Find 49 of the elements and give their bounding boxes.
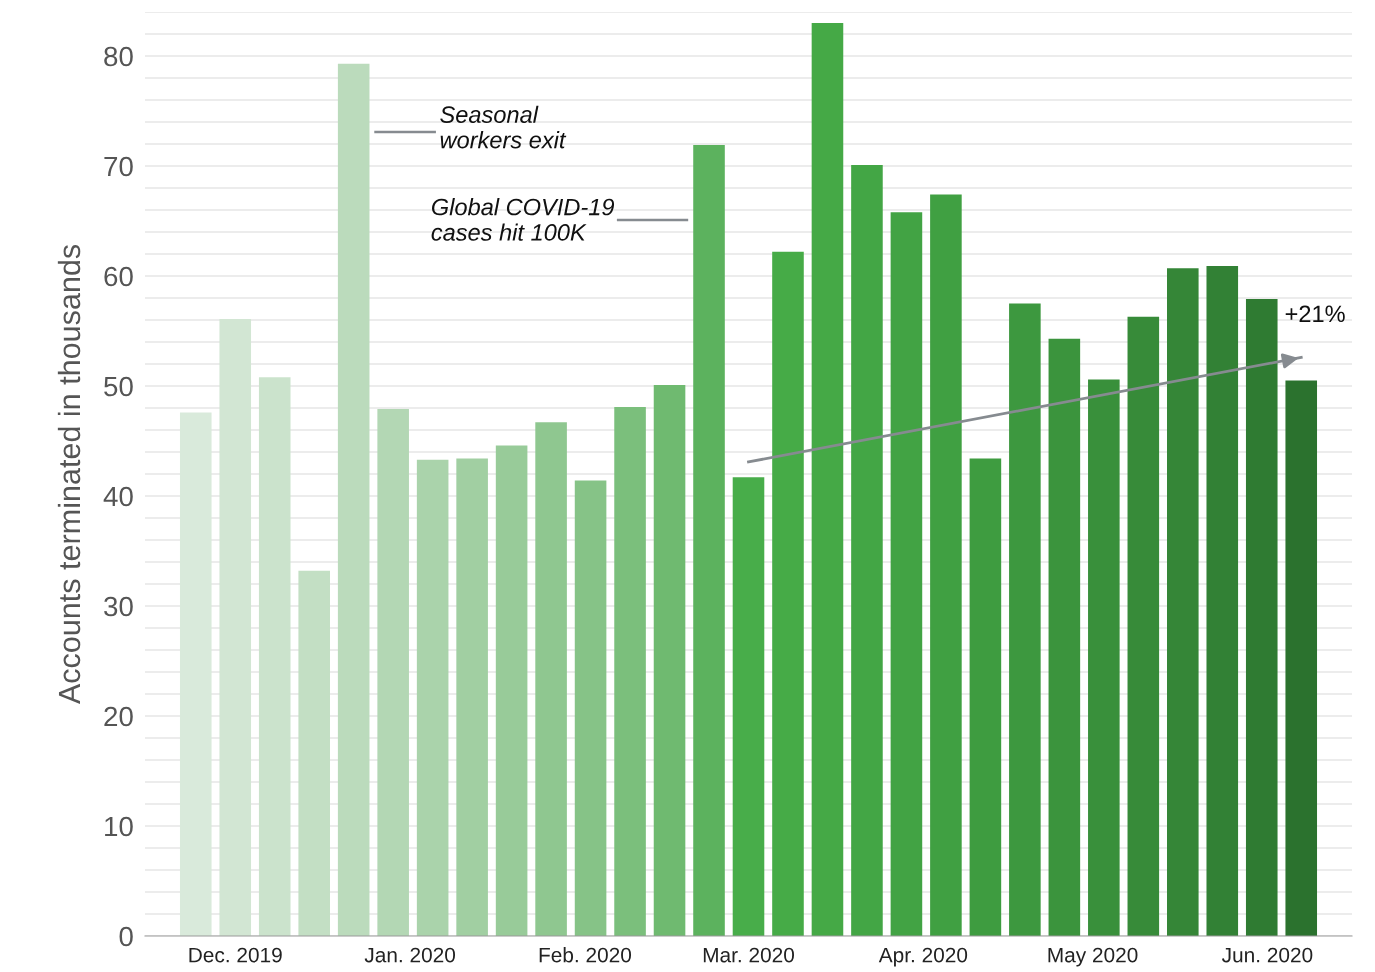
y-tick-label: 10 bbox=[105, 816, 133, 837]
bar bbox=[377, 409, 409, 936]
bar bbox=[1009, 303, 1041, 936]
bar bbox=[930, 194, 962, 936]
x-tick-label: Jun. 2020 bbox=[1221, 947, 1313, 963]
x-tick-label: May 2020 bbox=[1048, 947, 1138, 967]
bar bbox=[969, 458, 1002, 936]
y-tick-label: 20 bbox=[104, 706, 133, 727]
y-tick-label: 60 bbox=[104, 266, 133, 287]
bar bbox=[1048, 338, 1081, 936]
bar bbox=[811, 23, 844, 936]
bar bbox=[1206, 266, 1239, 936]
annotation: +21% bbox=[1285, 305, 1345, 323]
bar bbox=[851, 164, 883, 936]
bar bbox=[653, 384, 686, 936]
bar bbox=[179, 412, 212, 936]
bar bbox=[772, 251, 804, 936]
bar bbox=[495, 445, 528, 936]
y-tick-label: 40 bbox=[103, 486, 133, 507]
x-tick-label: Jan. 2020 bbox=[364, 947, 456, 963]
y-tick-label: 50 bbox=[104, 376, 133, 397]
y-tick-label: 70 bbox=[104, 156, 133, 177]
annotation: Global COVID-19 cases hit 100K bbox=[431, 198, 615, 241]
y-tick-label: 0 bbox=[119, 926, 133, 947]
bar bbox=[535, 422, 567, 936]
x-tick-label: Feb. 2020 bbox=[539, 947, 632, 963]
annotation: Seasonal workers exit bbox=[440, 105, 567, 149]
bar bbox=[1285, 380, 1318, 936]
bar bbox=[298, 570, 330, 936]
y-tick-label: 80 bbox=[104, 46, 133, 67]
bar bbox=[890, 212, 923, 936]
bar bbox=[614, 406, 646, 936]
bar bbox=[1167, 268, 1199, 936]
bar bbox=[416, 459, 449, 936]
bar bbox=[219, 318, 252, 936]
x-tick-label: Dec. 2019 bbox=[189, 947, 282, 963]
y-tick-label: 30 bbox=[104, 596, 133, 617]
bar bbox=[1088, 379, 1120, 936]
bar bbox=[456, 458, 488, 936]
bar bbox=[258, 377, 291, 936]
bar bbox=[1245, 299, 1278, 936]
bar bbox=[732, 477, 765, 936]
bar bbox=[337, 63, 370, 936]
x-tick-label: Apr. 2020 bbox=[878, 947, 968, 967]
bar bbox=[693, 145, 725, 936]
x-tick-label: Mar. 2020 bbox=[703, 947, 795, 963]
bar bbox=[574, 480, 607, 936]
y-axis-title: Accounts terminated in thousands bbox=[57, 244, 81, 705]
bar bbox=[1127, 316, 1160, 936]
